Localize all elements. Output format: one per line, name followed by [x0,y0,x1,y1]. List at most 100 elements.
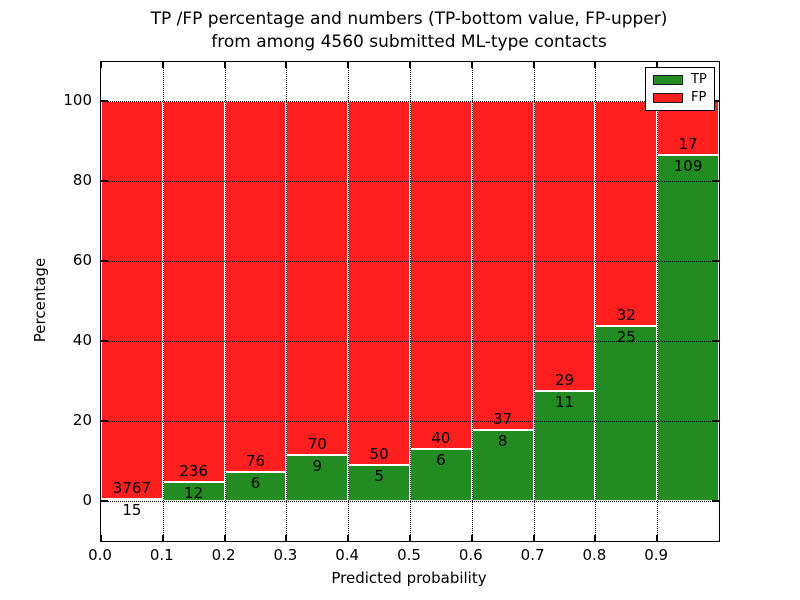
plot-area: 3767 15 236 12 76 6 70 9 50 5 40 6 37 8 29 11 32 25 17 109 [100,61,720,542]
x-gridline [533,62,535,541]
x-gridline [162,62,164,541]
y-tick-mark-left [101,420,108,422]
bar-count-fp: 32 [616,305,636,324]
bar-count-fp: 17 [678,134,698,153]
bar-count-fp: 3767 [112,479,151,498]
y-axis-label: Percentage [31,257,49,343]
legend-swatch-tp [653,75,683,85]
y-tick-mark-left [101,500,108,502]
y-tick-mark-right [712,420,719,422]
y-tick-label: 80 [72,171,92,189]
bar-count-fp: 236 [179,461,209,480]
x-tick-mark-top [161,62,164,68]
y-tick-mark-right [712,500,719,502]
x-tick-mark-bottom [409,535,411,541]
bar-segment-fp [595,101,658,326]
y-tick-mark-right [712,340,719,342]
bar-count-fp: 37 [493,409,513,428]
x-tick-label: 0.1 [149,546,174,564]
bar-segment-fp [224,101,287,472]
x-tick-label: 0.3 [273,546,298,564]
bar-segment-tp [224,471,287,501]
x-tick-mark-bottom [532,535,535,541]
bar-count-tp: 9 [312,457,323,476]
bar-segment-fp [410,101,472,449]
x-tick-label: 0.5 [397,546,421,564]
bar-segment-fp [533,101,596,391]
bar-count-tp: 6 [250,473,261,492]
chart-title: TP /FP percentage and numbers (TP-bottom… [100,8,718,54]
x-gridline [595,62,597,541]
x-tick-label: 0.4 [335,546,360,564]
y-gridline [101,341,719,342]
x-tick-mark-bottom [656,535,659,541]
x-tick-mark-top [594,62,597,68]
x-tick-mark-bottom [470,535,473,541]
x-gridline [224,62,226,541]
chart-title-line1: TP /FP percentage and numbers (TP-bottom… [150,9,668,29]
bar-segment-fp [286,101,349,456]
y-tick-label: 40 [72,331,92,349]
bar-count-tp: 5 [374,466,384,485]
y-tick-mark-right [712,180,719,182]
bar-count-fp: 50 [369,444,389,463]
legend-label-tp: TP [691,72,707,87]
x-tick-label: 0.6 [458,546,483,564]
bar-segment-fp [471,101,534,430]
x-tick-label: 0.7 [520,546,545,564]
x-gridline [410,62,411,541]
y-gridline [101,181,719,182]
x-tick-mark-bottom [347,535,350,541]
bar-segment-tp [595,325,658,501]
bar-count-tp: 11 [554,393,575,411]
bar-count-fp: 29 [554,371,575,389]
y-tick-mark-left [101,340,108,342]
chart-title-line2: from among 4560 submitted ML-type contac… [211,32,607,52]
y-tick-mark-left [101,180,108,182]
bar-count-tp: 109 [673,156,703,175]
x-gridline [657,62,659,541]
x-gridline [348,62,350,541]
y-tick-label: 20 [72,411,92,429]
x-tick-label: 0.9 [644,546,669,564]
bar-count-tp: 8 [497,431,508,450]
y-tick-mark-right [712,100,719,102]
x-tick-label: 0.8 [582,546,607,564]
y-gridline [101,101,719,102]
y-gridline [101,421,719,422]
bar-segment-fp [101,101,163,500]
x-tick-mark-top [532,62,535,68]
x-tick-mark-bottom [223,535,226,541]
y-tick-label: 60 [72,251,92,269]
bar-segment-fp [162,101,225,482]
bar-segment-tp [286,455,349,501]
x-tick-mark-bottom [100,535,102,541]
y-gridline [101,261,719,262]
bar-count-fp: 70 [307,435,327,454]
y-tick-label: 100 [63,91,92,109]
y-tick-mark-right [712,260,719,262]
x-tick-mark-top [470,62,473,68]
bar-count-fp: 40 [431,428,451,447]
x-tick-mark-top [409,62,411,68]
legend-box: TP FP [645,67,715,111]
bar-count-tp: 25 [616,327,636,346]
legend-item-tp: TP [653,73,707,87]
x-tick-mark-top [347,62,350,68]
x-tick-mark-top [223,62,226,68]
x-tick-mark-top [285,62,288,68]
x-tick-mark-bottom [285,535,288,541]
y-tick-mark-left [101,100,108,102]
bar-count-tp: 12 [184,483,204,502]
x-tick-label: 0.0 [88,546,112,564]
bar-count-tp: 6 [436,450,446,469]
bar-count-fp: 76 [245,451,266,470]
bar-segment-fp [348,101,410,465]
y-gridline [101,501,719,502]
legend-item-fp: FP [653,91,707,105]
bar-segment-tp [657,154,719,501]
legend-label-fp: FP [691,90,707,105]
x-tick-mark-bottom [161,535,164,541]
bar-count-tp: 15 [122,501,142,520]
y-tick-mark-left [101,260,108,262]
